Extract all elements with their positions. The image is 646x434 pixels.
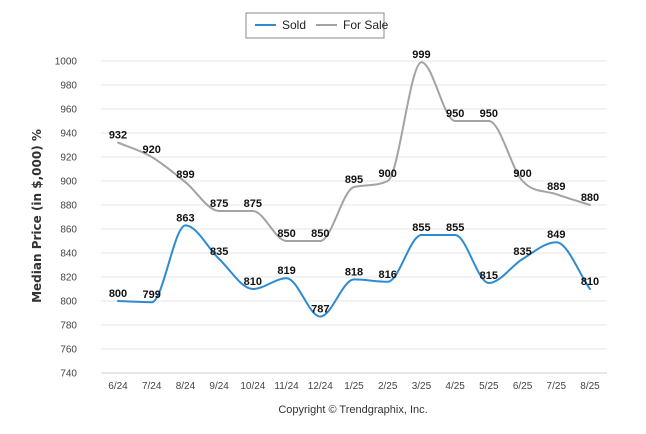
x-tick-2-25: 2/25: [378, 381, 398, 392]
x-tick-7-24: 7/24: [142, 381, 162, 392]
data-label-sold-6-25: 835: [513, 246, 531, 258]
data-label-for-sale-2-25: 900: [379, 168, 397, 180]
y-tick-900: 900: [60, 177, 77, 188]
legend-label-sold: Sold: [282, 18, 306, 32]
data-label-sold-12-24: 787: [311, 304, 329, 316]
data-label-sold-3-25: 855: [412, 222, 430, 234]
y-axis-label: Median Price (in $,000) %: [30, 129, 44, 303]
x-tick-4-25: 4/25: [445, 381, 465, 392]
legend: Sold For Sale: [245, 12, 389, 39]
data-label-sold-4-25: 855: [446, 222, 464, 234]
data-label-for-sale-7-24: 920: [143, 144, 161, 156]
y-tick-940: 940: [60, 129, 77, 140]
data-label-sold-8-25: 810: [581, 276, 599, 288]
x-tick-8-25: 8/25: [580, 381, 600, 392]
x-tick-11-24: 11/24: [274, 381, 299, 392]
data-label-for-sale-9-24: 875: [210, 198, 228, 210]
data-label-sold-6-24: 800: [109, 288, 127, 300]
series-line-sold: [117, 224, 591, 318]
x-tick-6-24: 6/24: [108, 381, 128, 392]
data-label-sold-5-25: 815: [480, 270, 498, 282]
x-tick-5-25: 5/25: [479, 381, 499, 392]
x-axis-ticks: 6/24 7/24 8/24 9/24 10/24 11/24 12/24 1/25 2/25 3…: [108, 381, 600, 392]
data-label-for-sale-12-24: 850: [311, 228, 329, 240]
x-tick-6-25: 6/25: [513, 381, 533, 392]
x-tick-1-25: 1/25: [344, 381, 364, 392]
series-lines: [117, 61, 591, 318]
y-tick-780: 780: [60, 321, 77, 332]
data-label-sold-9-24: 835: [210, 246, 228, 258]
data-label-for-sale-8-25: 880: [581, 192, 599, 204]
y-tick-740: 740: [60, 369, 77, 380]
y-tick-1000: 1000: [55, 57, 78, 68]
data-label-for-sale-7-25: 889: [547, 181, 565, 193]
data-label-for-sale-4-25: 950: [446, 108, 464, 120]
data-label-sold-10-24: 810: [244, 276, 262, 288]
series-line-for-sale: [117, 61, 591, 242]
copyright-text: Copyright © Trendgraphix, Inc.: [278, 404, 427, 416]
y-tick-880: 880: [60, 201, 77, 212]
data-label-sold-7-24: 799: [143, 289, 161, 301]
y-tick-960: 960: [60, 105, 77, 116]
x-tick-7-25: 7/25: [547, 381, 567, 392]
data-label-for-sale-11-24: 850: [277, 228, 295, 240]
y-tick-860: 860: [60, 225, 77, 236]
x-tick-8-24: 8/24: [176, 381, 196, 392]
data-label-for-sale-8-24: 899: [176, 169, 194, 181]
data-label-sold-7-25: 849: [547, 229, 565, 241]
y-tick-840: 840: [60, 249, 77, 260]
data-label-for-sale-3-25: 999: [412, 49, 430, 61]
data-label-sold-2-25: 816: [379, 269, 397, 281]
data-label-for-sale-5-25: 950: [480, 108, 498, 120]
y-tick-820: 820: [60, 273, 77, 284]
y-tick-760: 760: [60, 345, 77, 356]
x-tick-12-24: 12/24: [308, 381, 333, 392]
y-tick-800: 800: [60, 297, 77, 308]
data-label-sold-8-24: 863: [176, 212, 194, 224]
data-label-for-sale-6-24: 932: [109, 130, 127, 142]
x-tick-3-25: 3/25: [412, 381, 432, 392]
legend-label-for-sale: For Sale: [343, 18, 389, 32]
data-label-sold-1-25: 818: [345, 266, 363, 278]
data-labels: 800 799 863 835 810 819 787 818 816 855 855 815 835 8…: [109, 49, 599, 315]
data-label-for-sale-10-24: 875: [244, 198, 262, 210]
y-tick-980: 980: [60, 81, 77, 92]
data-label-for-sale-1-25: 895: [345, 174, 363, 186]
gridlines: [101, 60, 607, 374]
x-tick-9-24: 9/24: [209, 381, 229, 392]
x-tick-10-24: 10/24: [240, 381, 265, 392]
data-label-for-sale-6-25: 900: [513, 168, 531, 180]
y-tick-920: 920: [60, 153, 77, 164]
y-axis-ticks: 740 760 780 800 820 840 860 880 900 920 940 960 980 1…: [55, 57, 78, 380]
data-label-sold-11-24: 819: [277, 265, 295, 277]
